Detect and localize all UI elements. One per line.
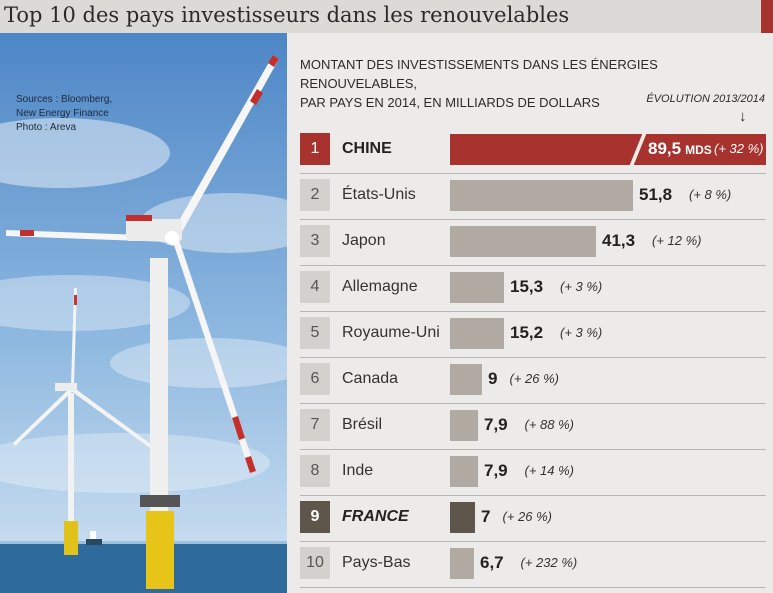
evolution-arrow-icon: ↓ <box>739 108 747 125</box>
boat <box>86 531 102 545</box>
country-label: Royaume-Uni <box>342 324 440 341</box>
evolution-label: (+ 26 %) <box>502 509 553 524</box>
rank-badge: 9 <box>300 501 330 533</box>
evolution-label: (+ 8 %) <box>689 187 732 202</box>
bar <box>450 134 766 165</box>
country-label: Pays-Bas <box>342 554 411 571</box>
bar-row: 1 CHINE 89,5 MDS (+ 32 %) <box>300 128 766 174</box>
row-separator <box>300 219 766 220</box>
country-label: Inde <box>342 462 374 479</box>
small-turbine <box>13 288 152 555</box>
value-label: 51,8 <box>639 185 673 204</box>
value-unit: MDS <box>685 143 712 157</box>
page-title: Top 10 des pays investisseurs dans les r… <box>4 3 570 27</box>
country-label: Japon <box>342 232 386 249</box>
evolution-label: (+ 3 %) <box>560 325 603 340</box>
value-label: 9 <box>488 369 498 388</box>
row-separator <box>300 541 766 542</box>
evolution-label: (+ 232 %) <box>520 555 578 570</box>
bar <box>450 180 633 211</box>
bar-row: 4 Allemagne 15,3 (+ 3 %) <box>300 266 766 312</box>
title-accent <box>761 0 773 33</box>
sources-line-1: Sources : Bloomberg, <box>16 94 113 105</box>
bar <box>450 364 482 395</box>
bar-row: 6 Canada 9 (+ 26 %) <box>300 358 766 404</box>
bar <box>450 410 478 441</box>
rank-badge: 6 <box>300 363 330 395</box>
bar-row: 7 Brésil 7,9 (+ 88 %) <box>300 404 766 450</box>
country-label: Brésil <box>342 416 383 433</box>
country-label: Allemagne <box>342 278 418 295</box>
bar <box>450 456 478 487</box>
value-label: 15,3 <box>510 277 544 296</box>
value-label: 89,5 MDS <box>648 139 712 158</box>
evolution-label: (+ 3 %) <box>560 279 603 294</box>
bar-row: 9 FRANCE 7 (+ 26 %) <box>300 496 766 542</box>
bar <box>450 318 504 349</box>
rank-badge: 7 <box>300 409 330 441</box>
row-separator <box>300 495 766 496</box>
row-separator <box>300 357 766 358</box>
evolution-label: (+ 12 %) <box>652 233 702 248</box>
row-separator <box>300 449 766 450</box>
evolution-label: ÉVOLUTION 2013/2014 <box>646 93 765 105</box>
bar <box>450 226 596 257</box>
rank-badge: 5 <box>300 317 330 349</box>
rank-badge: 4 <box>300 271 330 303</box>
main-turbine <box>6 55 279 589</box>
value-label: 41,3 <box>602 231 636 250</box>
sources-line-2: New Energy Finance <box>16 108 109 119</box>
country-label: États-Unis <box>342 186 416 203</box>
chart-subtitle-line-1: Montant des investissements dans les éne… <box>300 57 658 91</box>
country-label: FRANCE <box>342 508 409 525</box>
title-bar: Top 10 des pays investisseurs dans les r… <box>0 0 773 33</box>
rank-badge: 1 <box>300 133 330 165</box>
value-label: 6,7 <box>480 553 504 572</box>
rank-badge: 8 <box>300 455 330 487</box>
rank-badge: 3 <box>300 225 330 257</box>
chart-subtitle: Montant des investissements dans les éne… <box>300 55 760 112</box>
bar <box>450 548 474 579</box>
value-label: 15,2 <box>510 323 544 342</box>
bar <box>450 272 504 303</box>
bar-row: 5 Royaume-Uni 15,2 (+ 3 %) <box>300 312 766 358</box>
bar-row: 2 États-Unis 51,8 (+ 8 %) <box>300 174 766 220</box>
evolution-label: (+ 14 %) <box>524 463 575 478</box>
evolution-label: (+ 26 %) <box>509 371 560 386</box>
row-separator <box>300 403 766 404</box>
bar-row: 10 Pays-Bas 6,7 (+ 232 %) <box>300 542 766 588</box>
value-label: 7,9 <box>484 415 508 434</box>
row-separator <box>300 173 766 174</box>
bar-row: 8 Inde 7,9 (+ 14 %) <box>300 450 766 496</box>
row-separator <box>300 587 766 588</box>
photo-sources: Sources : Bloomberg, New Energy Finance … <box>16 93 112 135</box>
bar <box>450 502 475 533</box>
evolution-label: (+ 32 %) <box>714 141 764 156</box>
country-label: CHINE <box>342 140 392 157</box>
evolution-label: (+ 88 %) <box>524 417 575 432</box>
value-label: 7 <box>481 507 491 526</box>
rank-badge: 10 <box>300 547 330 579</box>
value-label: 7,9 <box>484 461 508 480</box>
photo-credit: Photo : Areva <box>16 122 77 133</box>
row-separator <box>300 311 766 312</box>
row-separator <box>300 265 766 266</box>
wind-turbine-photo: Sources : Bloomberg, New Energy Finance … <box>0 33 287 593</box>
bar-row: 3 Japon 41,3 (+ 12 %) <box>300 220 766 266</box>
chart-subtitle-line-2: par pays en 2014, en milliards de dollar… <box>300 95 600 110</box>
rank-badge: 2 <box>300 179 330 211</box>
country-label: Canada <box>342 370 399 387</box>
